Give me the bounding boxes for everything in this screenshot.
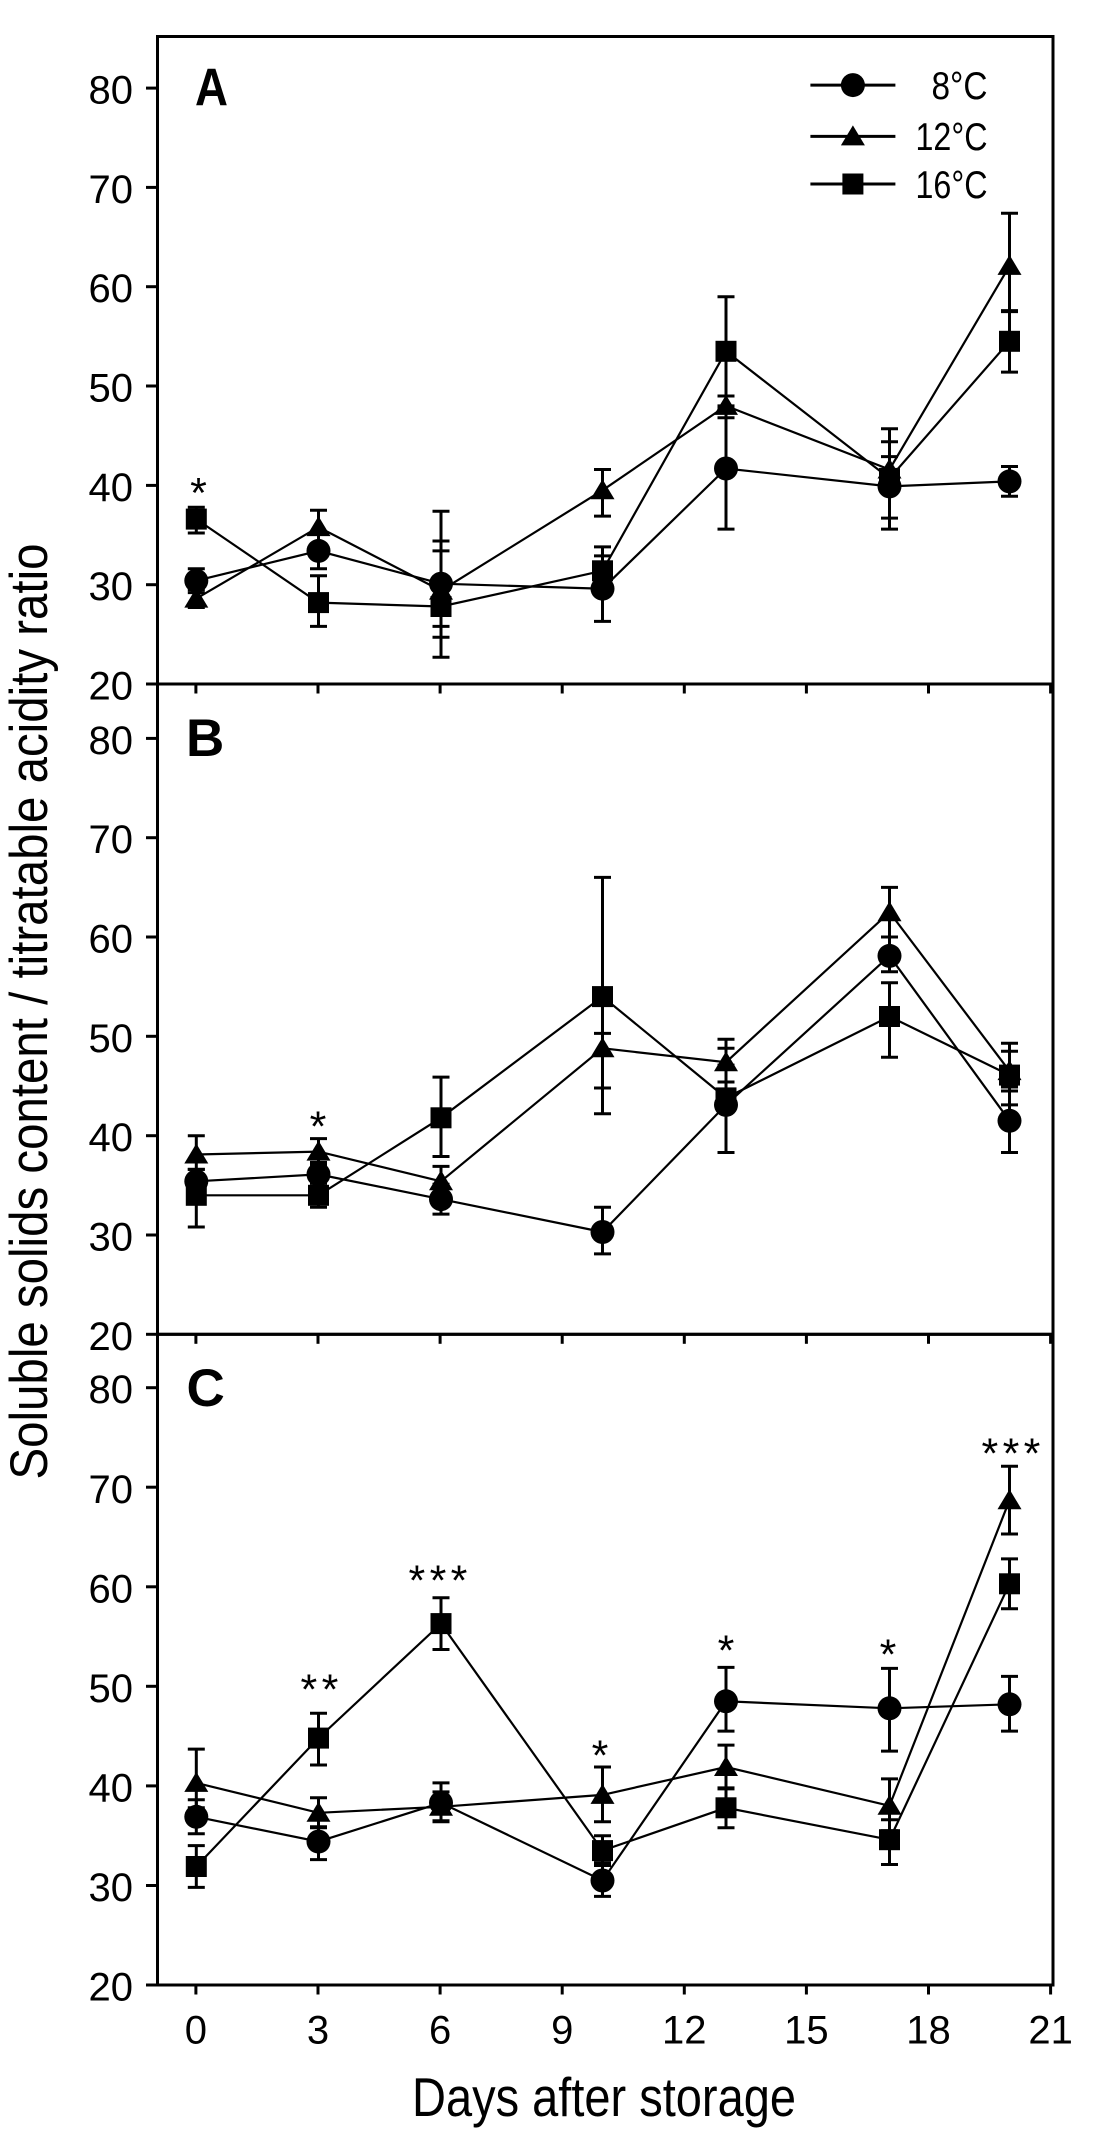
svg-text:70: 70	[89, 168, 134, 212]
svg-text:60: 60	[89, 267, 134, 311]
svg-text:B: B	[186, 709, 224, 768]
svg-text:70: 70	[89, 818, 134, 862]
svg-text:*: *	[190, 469, 211, 517]
svg-text:*: *	[718, 1627, 739, 1675]
svg-text:3: 3	[307, 2009, 329, 2053]
svg-text:Soluble solids content / titra: Soluble solids content / titratable acid…	[0, 544, 59, 1480]
svg-text:60: 60	[89, 1567, 134, 1611]
svg-text:**: **	[301, 1666, 343, 1714]
svg-text:***: ***	[409, 1557, 472, 1605]
svg-text:12°C: 12°C	[916, 116, 988, 159]
svg-text:70: 70	[89, 1468, 134, 1512]
svg-text:80: 80	[89, 1368, 134, 1412]
svg-text:0: 0	[185, 2009, 207, 2053]
svg-text:20: 20	[89, 665, 134, 709]
svg-text:12: 12	[662, 2009, 707, 2053]
svg-text:Days after storage: Days after storage	[412, 2066, 796, 2128]
svg-text:80: 80	[89, 719, 134, 763]
svg-text:50: 50	[89, 1667, 134, 1711]
svg-text:9: 9	[551, 2009, 573, 2053]
svg-text:*: *	[880, 1631, 901, 1679]
svg-text:*: *	[310, 1103, 331, 1151]
svg-text:8°C: 8°C	[932, 65, 988, 108]
svg-text:***: ***	[982, 1430, 1045, 1478]
svg-text:50: 50	[89, 367, 134, 411]
svg-text:21: 21	[1028, 2009, 1073, 2053]
svg-text:40: 40	[89, 1766, 134, 1810]
svg-text:60: 60	[89, 918, 134, 962]
svg-text:A: A	[195, 59, 228, 118]
svg-text:15: 15	[784, 2009, 829, 2053]
svg-text:6: 6	[429, 2009, 451, 2053]
svg-text:*: *	[592, 1732, 613, 1780]
svg-text:16°C: 16°C	[916, 164, 988, 207]
svg-text:30: 30	[89, 1216, 134, 1260]
svg-text:30: 30	[89, 1866, 134, 1910]
svg-text:20: 20	[89, 1966, 134, 2010]
svg-text:20: 20	[89, 1315, 134, 1359]
svg-text:40: 40	[89, 466, 134, 510]
svg-text:30: 30	[89, 565, 134, 609]
svg-text:18: 18	[906, 2009, 951, 2053]
svg-text:C: C	[187, 1359, 225, 1418]
svg-text:80: 80	[89, 69, 134, 113]
svg-text:40: 40	[89, 1116, 134, 1160]
svg-text:50: 50	[89, 1017, 134, 1061]
